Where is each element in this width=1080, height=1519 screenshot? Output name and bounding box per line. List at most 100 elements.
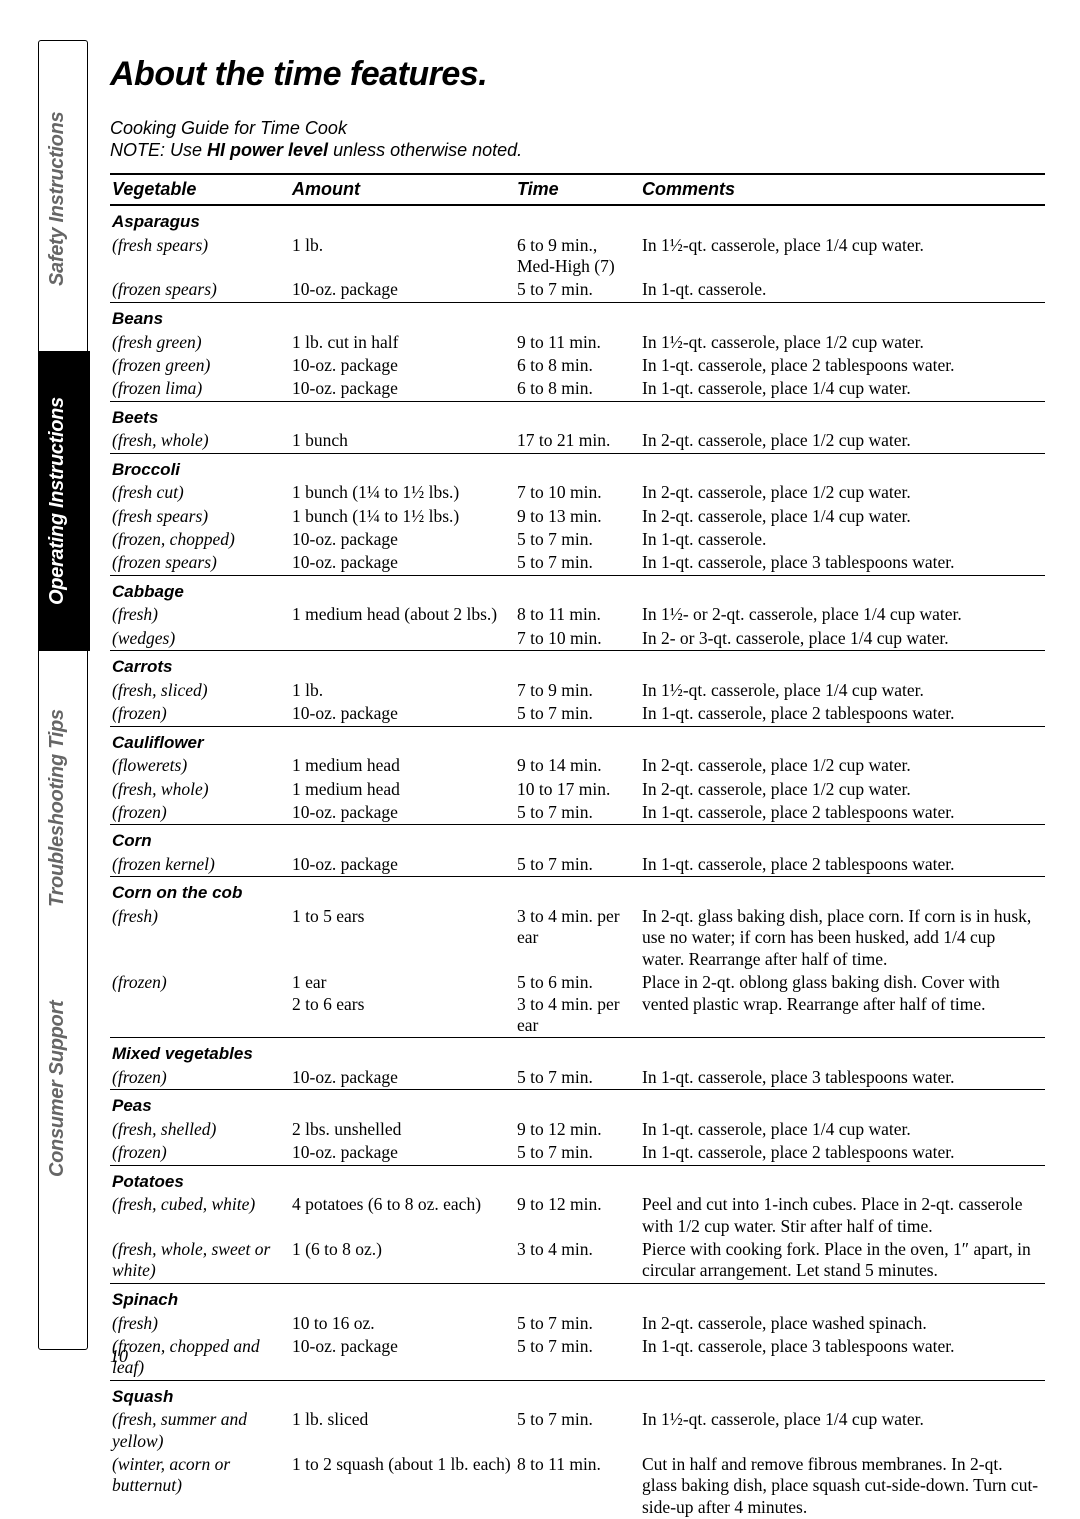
cell-comment: In 1½-qt. casserole, place 1/2 cup water… xyxy=(640,331,1045,354)
cell-comment: In 2-qt. casserole, place 1/2 cup water. xyxy=(640,481,1045,504)
cell-time: 5 to 7 min. xyxy=(515,853,640,877)
cell-time: 6 to 8 min. xyxy=(515,377,640,401)
cell-variant: (frozen) xyxy=(110,1066,290,1090)
col-amount: Amount xyxy=(290,174,515,205)
note: NOTE: Use HI power level unless otherwis… xyxy=(110,140,1045,161)
cell-amount: 10-oz. package xyxy=(290,551,515,575)
table-row: (frozen, chopped and leaf)10-oz. package… xyxy=(110,1335,1045,1380)
sidebar-tab[interactable]: Operating Instructions xyxy=(46,356,82,646)
table-row: (wedges)7 to 10 min.In 2- or 3-qt. casse… xyxy=(110,627,1045,651)
cell-comment: In 1½-qt. casserole, place 1/4 cup water… xyxy=(640,234,1045,279)
table-row: (fresh, cubed, white)4 potatoes (6 to 8 … xyxy=(110,1193,1045,1238)
group-name: Squash xyxy=(110,1381,1045,1409)
cell-amount: 1 bunch xyxy=(290,429,515,453)
group-name: Cabbage xyxy=(110,576,1045,604)
group-header: Cauliflower xyxy=(110,727,1045,755)
cell-variant: (fresh spears) xyxy=(110,234,290,279)
cell-amount xyxy=(290,627,515,651)
page-title: About the time features. xyxy=(110,55,1045,94)
cell-variant: (frozen green) xyxy=(110,354,290,377)
cell-variant: (fresh green) xyxy=(110,331,290,354)
cell-comment: In 1-qt. casserole, place 2 tablespoons … xyxy=(640,1141,1045,1165)
cell-time: 9 to 12 min. xyxy=(515,1118,640,1141)
cell-amount: 10-oz. package xyxy=(290,1335,515,1380)
cell-time: 6 to 8 min. xyxy=(515,354,640,377)
cell-comment: Cut in half and remove fibrous membranes… xyxy=(640,1453,1045,1519)
cell-comment: In 1-qt. casserole, place 3 tablespoons … xyxy=(640,1335,1045,1380)
cell-comment: In 1½-qt. casserole, place 1/4 cup water… xyxy=(640,679,1045,702)
cell-variant: (fresh) xyxy=(110,603,290,626)
table-row: (fresh, whole)1 medium head10 to 17 min.… xyxy=(110,778,1045,801)
cell-amount: 1 medium head (about 2 lbs.) xyxy=(290,603,515,626)
cell-amount: 1 bunch (1¼ to 1½ lbs.) xyxy=(290,481,515,504)
cell-amount: 10-oz. package xyxy=(290,702,515,726)
cell-comment: In 2-qt. casserole, place washed spinach… xyxy=(640,1312,1045,1335)
cell-comment: In 1½-qt. casserole, place 1/4 cup water… xyxy=(640,1408,1045,1453)
cell-comment: In 1½- or 2-qt. casserole, place 1/4 cup… xyxy=(640,603,1045,626)
cell-amount: 10-oz. package xyxy=(290,377,515,401)
cell-time: 5 to 7 min. xyxy=(515,1335,640,1380)
table-row: (fresh, whole, sweet or white)1 (6 to 8 … xyxy=(110,1238,1045,1283)
table-row: (fresh, sliced)1 lb.7 to 9 min.In 1½-qt.… xyxy=(110,679,1045,702)
group-name: Corn on the cob xyxy=(110,877,1045,905)
cell-comment: In 2-qt. casserole, place 1/4 cup water. xyxy=(640,505,1045,528)
table-header-row: Vegetable Amount Time Comments xyxy=(110,174,1045,205)
page-number: 10 xyxy=(110,1346,128,1367)
table-row: (fresh)1 to 5 ears3 to 4 min. per earIn … xyxy=(110,905,1045,971)
table-row: (fresh, whole)1 bunch17 to 21 min.In 2-q… xyxy=(110,429,1045,453)
cell-time: 10 to 17 min. xyxy=(515,778,640,801)
table-row: (fresh, shelled)2 lbs. unshelled9 to 12 … xyxy=(110,1118,1045,1141)
cell-variant: (fresh) xyxy=(110,905,290,971)
table-row: (frozen, chopped)10-oz. package5 to 7 mi… xyxy=(110,528,1045,551)
cell-variant: (frozen, chopped and leaf) xyxy=(110,1335,290,1380)
table-row: (fresh, summer and yellow)1 lb. sliced5 … xyxy=(110,1408,1045,1453)
cell-variant: (frozen) xyxy=(110,702,290,726)
cell-comment: In 1-qt. casserole, place 2 tablespoons … xyxy=(640,354,1045,377)
cell-time: 6 to 9 min., Med-High (7) xyxy=(515,234,640,279)
sidebar-tab[interactable]: Safety Instructions xyxy=(46,86,82,311)
group-name: Carrots xyxy=(110,651,1045,679)
note-prefix: NOTE: Use xyxy=(110,140,207,160)
cell-comment: In 1-qt. casserole, place 2 tablespoons … xyxy=(640,801,1045,825)
cell-variant: (fresh, whole, sweet or white) xyxy=(110,1238,290,1283)
cell-variant: (frozen kernel) xyxy=(110,853,290,877)
cell-comment: In 1-qt. casserole, place 1/4 cup water. xyxy=(640,1118,1045,1141)
cell-time: 5 to 7 min. xyxy=(515,551,640,575)
cell-time: 7 to 10 min. xyxy=(515,627,640,651)
table-row: (frozen green)10-oz. package6 to 8 min.I… xyxy=(110,354,1045,377)
cell-comment: In 1-qt. casserole. xyxy=(640,278,1045,302)
group-name: Asparagus xyxy=(110,205,1045,234)
cell-time: 8 to 11 min. xyxy=(515,603,640,626)
cell-variant: (frozen) xyxy=(110,801,290,825)
cell-comment: In 1-qt. casserole, place 3 tablespoons … xyxy=(640,1066,1045,1090)
cell-comment: In 1-qt. casserole, place 2 tablespoons … xyxy=(640,702,1045,726)
cell-time: 9 to 12 min. xyxy=(515,1193,640,1238)
table-row: (frozen spears)10-oz. package5 to 7 min.… xyxy=(110,551,1045,575)
cell-variant: (frozen) xyxy=(110,971,290,1038)
group-header: Carrots xyxy=(110,651,1045,679)
cell-variant: (winter, acorn or butternut) xyxy=(110,1453,290,1519)
cell-variant: (wedges) xyxy=(110,627,290,651)
cell-amount: 1 ear2 to 6 ears xyxy=(290,971,515,1038)
cell-comment: In 1-qt. casserole, place 1/4 cup water. xyxy=(640,377,1045,401)
cell-amount: 1 lb. xyxy=(290,234,515,279)
cell-time: 17 to 21 min. xyxy=(515,429,640,453)
cell-variant: (fresh, whole) xyxy=(110,429,290,453)
sidebar-tab[interactable]: Troubleshooting Tips xyxy=(46,686,82,931)
table-row: (winter, acorn or butternut)1 to 2 squas… xyxy=(110,1453,1045,1519)
cooking-table: Vegetable Amount Time Comments Asparagus… xyxy=(110,173,1045,1519)
cell-time: 8 to 11 min. xyxy=(515,1453,640,1519)
table-row: (frozen)10-oz. package5 to 7 min.In 1-qt… xyxy=(110,1141,1045,1165)
cell-variant: (frozen, chopped) xyxy=(110,528,290,551)
table-row: (frozen spears)10-oz. package5 to 7 min.… xyxy=(110,278,1045,302)
cell-variant: (fresh, summer and yellow) xyxy=(110,1408,290,1453)
note-bold: HI power level xyxy=(207,140,328,160)
cell-time: 5 to 7 min. xyxy=(515,278,640,302)
cell-comment: Peel and cut into 1-inch cubes. Place in… xyxy=(640,1193,1045,1238)
cell-variant: (fresh spears) xyxy=(110,505,290,528)
cell-amount: 1 lb. cut in half xyxy=(290,331,515,354)
sidebar-tab[interactable]: Consumer Support xyxy=(46,976,82,1201)
cell-variant: (flowerets) xyxy=(110,754,290,777)
main-content: About the time features. Cooking Guide f… xyxy=(110,55,1045,1519)
group-name: Mixed vegetables xyxy=(110,1038,1045,1066)
